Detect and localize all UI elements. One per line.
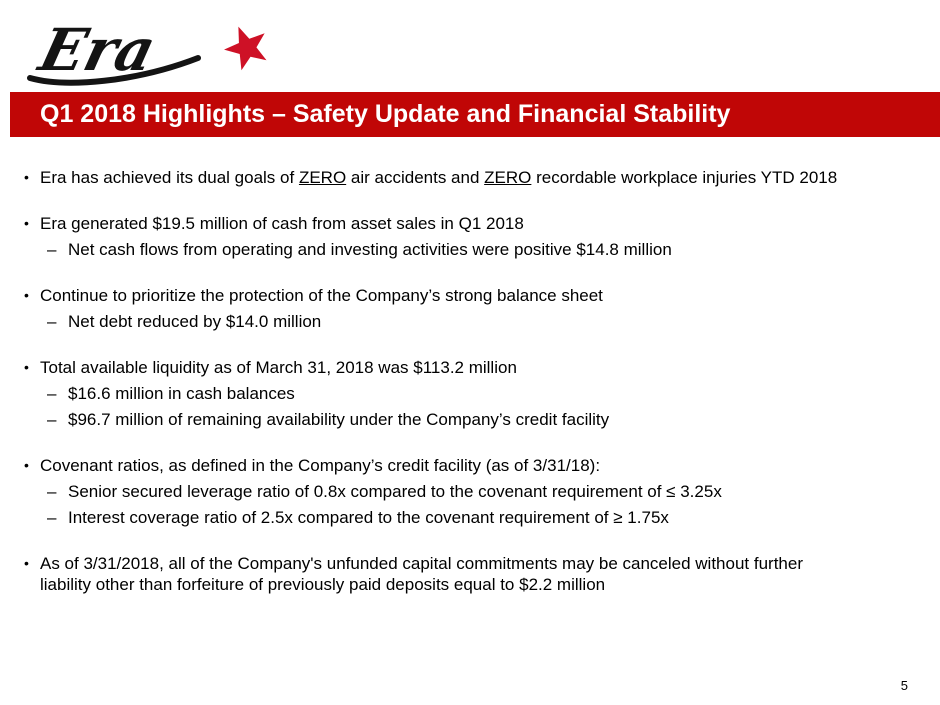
bullet-item: • Era generated $19.5 million of cash fro… [0, 213, 940, 234]
bullet-text: Covenant ratios, as defined in the Compa… [40, 456, 601, 475]
bullet-text: Continue to prioritize the protection of… [40, 286, 603, 305]
bullet-marker: • [24, 287, 29, 303]
bullet-text: Total available liquidity as of March 31… [40, 358, 517, 377]
era-logo-graphic: Era [27, 16, 267, 86]
sub-bullet-item: – Interest coverage ratio of 2.5x compare… [0, 507, 940, 528]
bullet-marker: • [24, 555, 29, 571]
bullet-item: • Continue to prioritize the protection o… [0, 285, 940, 306]
dash-marker: – [47, 240, 57, 259]
bullet-text: $96.7 million of remaining availability … [68, 410, 610, 429]
bullet-marker: • [24, 169, 29, 185]
bullet-text: Net cash flows from operating and invest… [68, 240, 672, 259]
bullet-list: • Era has achieved its dual goals of ZERO… [0, 167, 940, 620]
bullet-text: Era generated $19.5 million of cash from… [40, 214, 524, 233]
sub-bullet-item: – $16.6 million in cash balances [0, 383, 940, 404]
bullet-item: • As of 3/31/2018, all of the Company's u… [0, 553, 940, 595]
star-icon [224, 26, 267, 71]
bullet-marker: • [24, 457, 29, 473]
bullet-marker: • [24, 215, 29, 231]
bullet-group: • Continue to prioritize the protection o… [0, 285, 940, 332]
bullet-text: $16.6 million in cash balances [68, 384, 295, 403]
bullet-group: • Era has achieved its dual goals of ZERO… [0, 167, 940, 188]
bullet-item: • Covenant ratios, as defined in the Comp… [0, 455, 940, 476]
dash-marker: – [47, 508, 57, 527]
era-logo: Era [26, 8, 276, 92]
slide-title-bar: Q1 2018 Highlights – Safety Update and F… [10, 92, 940, 137]
bullet-marker: • [24, 359, 29, 375]
dash-marker: – [47, 312, 57, 331]
dash-marker: – [47, 384, 57, 403]
dash-marker: – [47, 482, 57, 501]
page-number: 5 [900, 678, 908, 693]
bullet-group: • Total available liquidity as of March 3… [0, 357, 940, 430]
sub-bullet-item: – $96.7 million of remaining availability… [0, 409, 940, 430]
bullet-item: • Era has achieved its dual goals of ZERO… [0, 167, 940, 188]
bullet-text: As of 3/31/2018, all of the Company's un… [40, 554, 803, 594]
bullet-item: • Total available liquidity as of March 3… [0, 357, 940, 378]
bullet-text: Era has achieved its dual goals of ZERO … [40, 168, 838, 187]
bullet-text: Interest coverage ratio of 2.5x compared… [68, 508, 669, 527]
bullet-text: Net debt reduced by $14.0 million [68, 312, 322, 331]
bullet-text: Senior secured leverage ratio of 0.8x co… [68, 482, 722, 501]
bullet-group: • Covenant ratios, as defined in the Comp… [0, 455, 940, 528]
dash-marker: – [47, 410, 57, 429]
sub-bullet-item: – Net cash flows from operating and inves… [0, 239, 940, 260]
page-title: Q1 2018 Highlights – Safety Update and F… [40, 100, 731, 128]
sub-bullet-item: – Net debt reduced by $14.0 million [0, 311, 940, 332]
bullet-group: • As of 3/31/2018, all of the Company's u… [0, 553, 940, 595]
logo-swoosh [27, 55, 201, 86]
bullet-group: • Era generated $19.5 million of cash fro… [0, 213, 940, 260]
sub-bullet-item: – Senior secured leverage ratio of 0.8x c… [0, 481, 940, 502]
